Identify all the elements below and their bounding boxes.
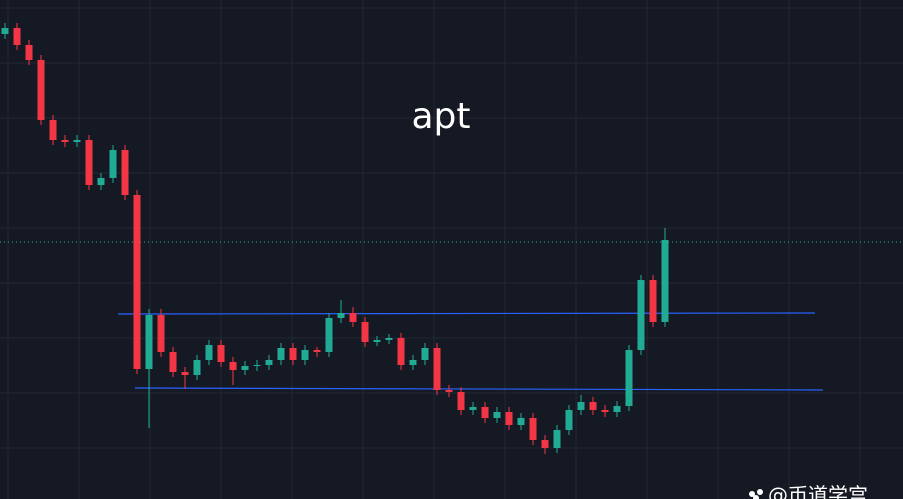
candle-body (277, 348, 285, 360)
watermark-icon (749, 491, 755, 497)
watermark-icon (753, 495, 759, 499)
candle-body (37, 60, 45, 120)
candle-body (361, 322, 369, 342)
candle-body (649, 280, 657, 322)
candle-body (301, 350, 309, 360)
candle-body (253, 365, 261, 366)
candle-body (289, 348, 297, 360)
candle-body (1, 28, 9, 34)
candle-body (97, 178, 105, 185)
candle-body (121, 150, 129, 195)
candle-body (553, 430, 561, 448)
candle-body (481, 407, 489, 418)
watermark-text: @币道学宫 (768, 483, 868, 499)
candle-body (565, 410, 573, 430)
candle-body (337, 313, 345, 318)
candle-body (181, 372, 189, 375)
candle-body (517, 418, 525, 425)
trend-line (117, 312, 816, 315)
candle-body (457, 392, 465, 410)
candle-body (229, 362, 237, 370)
candle-body (169, 352, 177, 372)
candle-body (217, 345, 225, 362)
candle-body (385, 338, 393, 340)
candle-body (145, 315, 153, 369)
candle-body (529, 418, 537, 440)
candle-body (61, 140, 69, 142)
candle-body (49, 120, 57, 140)
candle-body (445, 390, 453, 392)
candle-body (469, 407, 477, 410)
candle-body (421, 348, 429, 360)
candle-body (625, 350, 633, 406)
candle-body (493, 412, 501, 418)
candle-body (433, 348, 441, 390)
candle-body (409, 360, 417, 365)
watermark: @币道学宫 (749, 483, 868, 499)
candle-body (373, 340, 381, 342)
candle-body (397, 338, 405, 365)
candle-body (193, 360, 201, 375)
candle-body (541, 440, 549, 448)
candle-body (25, 45, 33, 60)
chart-title: apt (411, 96, 470, 137)
candle-body (133, 195, 141, 369)
trend-line (134, 387, 824, 391)
candle-body (157, 315, 165, 352)
candle-body (241, 366, 249, 370)
candle-body (313, 350, 321, 352)
candle-body (637, 280, 645, 350)
candle-body (205, 345, 213, 360)
candle-body (109, 150, 117, 178)
candle-body (577, 402, 585, 410)
candle-body (85, 140, 93, 185)
candle-body (601, 410, 609, 412)
watermark-icon (757, 489, 763, 495)
candle-body (589, 402, 597, 410)
candle-body (349, 313, 357, 322)
candle-body (265, 360, 273, 365)
candle-body (13, 28, 21, 45)
candle-body (661, 240, 669, 322)
candle-body (613, 406, 621, 412)
candle-body (73, 140, 81, 142)
candle-body (505, 412, 513, 425)
candle-body (325, 318, 333, 352)
